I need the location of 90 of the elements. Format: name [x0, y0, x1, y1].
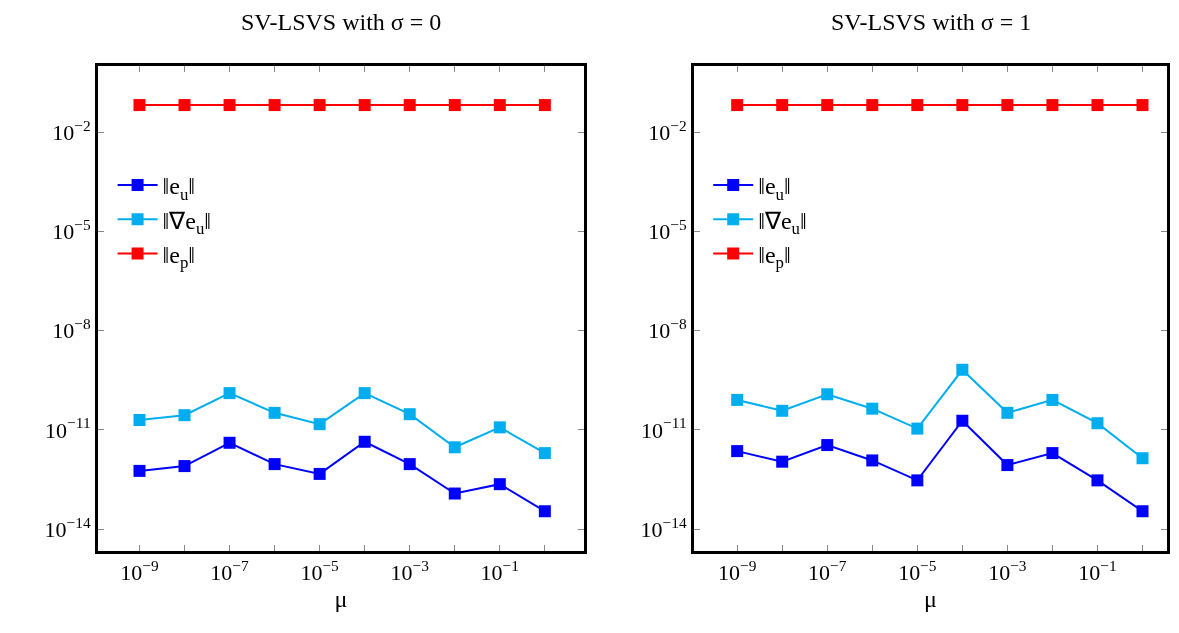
point [493, 421, 506, 434]
point [223, 436, 236, 449]
point [866, 99, 879, 112]
point [448, 441, 461, 454]
y-tick-label: 10$^{−11}$ [641, 414, 687, 443]
point [493, 478, 506, 491]
x-tick-label: 10$^{−3}$ [390, 557, 430, 586]
x-tick-label: 10$^{−1}$ [1078, 557, 1117, 586]
point [178, 409, 191, 422]
point [1001, 459, 1014, 472]
x-tick-label: 10$^{−9}$ [120, 557, 159, 586]
point [1001, 406, 1014, 419]
point [268, 406, 281, 419]
point [731, 393, 744, 406]
y-tick-label: 10$^{−5}$ [648, 215, 687, 245]
point [731, 445, 744, 458]
x-tick-label: 10$^{−3}$ [988, 557, 1027, 586]
y-tick-label: 10$^{−5}$ [52, 215, 91, 245]
point [223, 387, 236, 400]
legend-label: ‖∇e$_{u}$‖ [758, 207, 807, 238]
point [358, 435, 371, 448]
x-tick-label: 10$^{−5}$ [300, 557, 340, 586]
x-axis-title: μ [334, 585, 348, 612]
x-tick-label: 10$^{−9}$ [717, 557, 757, 586]
point [1091, 99, 1104, 112]
point [821, 388, 834, 401]
point [776, 99, 789, 112]
point [866, 402, 879, 415]
point [956, 414, 969, 427]
x-axis-title: μ [924, 585, 937, 612]
point [178, 99, 191, 112]
point [1046, 447, 1059, 460]
y-tick-label: 10$^{−2}$ [52, 116, 91, 145]
point [403, 99, 416, 112]
point [313, 99, 326, 112]
point [821, 99, 834, 112]
point [268, 458, 281, 471]
point [178, 460, 191, 473]
legend-label: ‖e$_{u}$‖ [758, 173, 791, 204]
x-tick-label: 10$^{−1}$ [480, 557, 520, 586]
point [538, 447, 551, 460]
point [313, 418, 326, 431]
point [1046, 99, 1059, 112]
legend-label: ‖e$_{u}$‖ [162, 173, 196, 204]
point [1136, 452, 1149, 465]
point [776, 455, 789, 468]
legend-label: ‖∇e$_{u}$‖ [162, 207, 212, 238]
point [223, 99, 236, 112]
legend-label: ‖e$_{p}$‖ [162, 241, 196, 272]
point [403, 408, 416, 421]
chart-title: SV-LSVS with σ = 1 [831, 9, 1032, 35]
point [911, 422, 924, 435]
x-tick-label: 10$^{−5}$ [898, 557, 937, 586]
point [403, 458, 416, 471]
point [538, 99, 551, 112]
point [911, 99, 924, 112]
legend-label: ‖e$_{p}$‖ [758, 241, 791, 272]
point [358, 387, 371, 400]
y-tick-label: 10$^{−14}$ [44, 513, 91, 542]
point [1091, 474, 1104, 487]
x-tick-label: 10$^{−7}$ [808, 557, 847, 586]
point [1001, 99, 1014, 112]
point [956, 99, 969, 112]
point [133, 99, 146, 112]
point [133, 464, 146, 477]
point [776, 404, 789, 417]
point [133, 414, 146, 427]
point [448, 487, 461, 500]
point [731, 99, 744, 112]
y-tick-label: 10$^{−8}$ [648, 315, 687, 344]
point [313, 467, 326, 480]
y-tick-label: 10$^{−2}$ [648, 116, 687, 145]
chart-title: SV-LSVS with σ = 0 [241, 9, 442, 35]
y-tick-label: 10$^{−8}$ [52, 315, 91, 344]
point [268, 99, 281, 112]
point [866, 454, 879, 467]
point [1136, 505, 1149, 518]
point [956, 363, 969, 376]
point [493, 99, 506, 112]
point [358, 99, 371, 112]
x-tick-label: 10$^{−7}$ [210, 557, 250, 586]
point [911, 474, 924, 487]
y-tick-label: 10$^{−11}$ [45, 414, 91, 443]
point [821, 439, 834, 452]
y-tick-label: 10$^{−14}$ [640, 513, 687, 542]
point [538, 505, 551, 518]
point [1046, 393, 1059, 406]
point [1136, 99, 1149, 112]
point [448, 99, 461, 112]
point [1091, 417, 1104, 430]
